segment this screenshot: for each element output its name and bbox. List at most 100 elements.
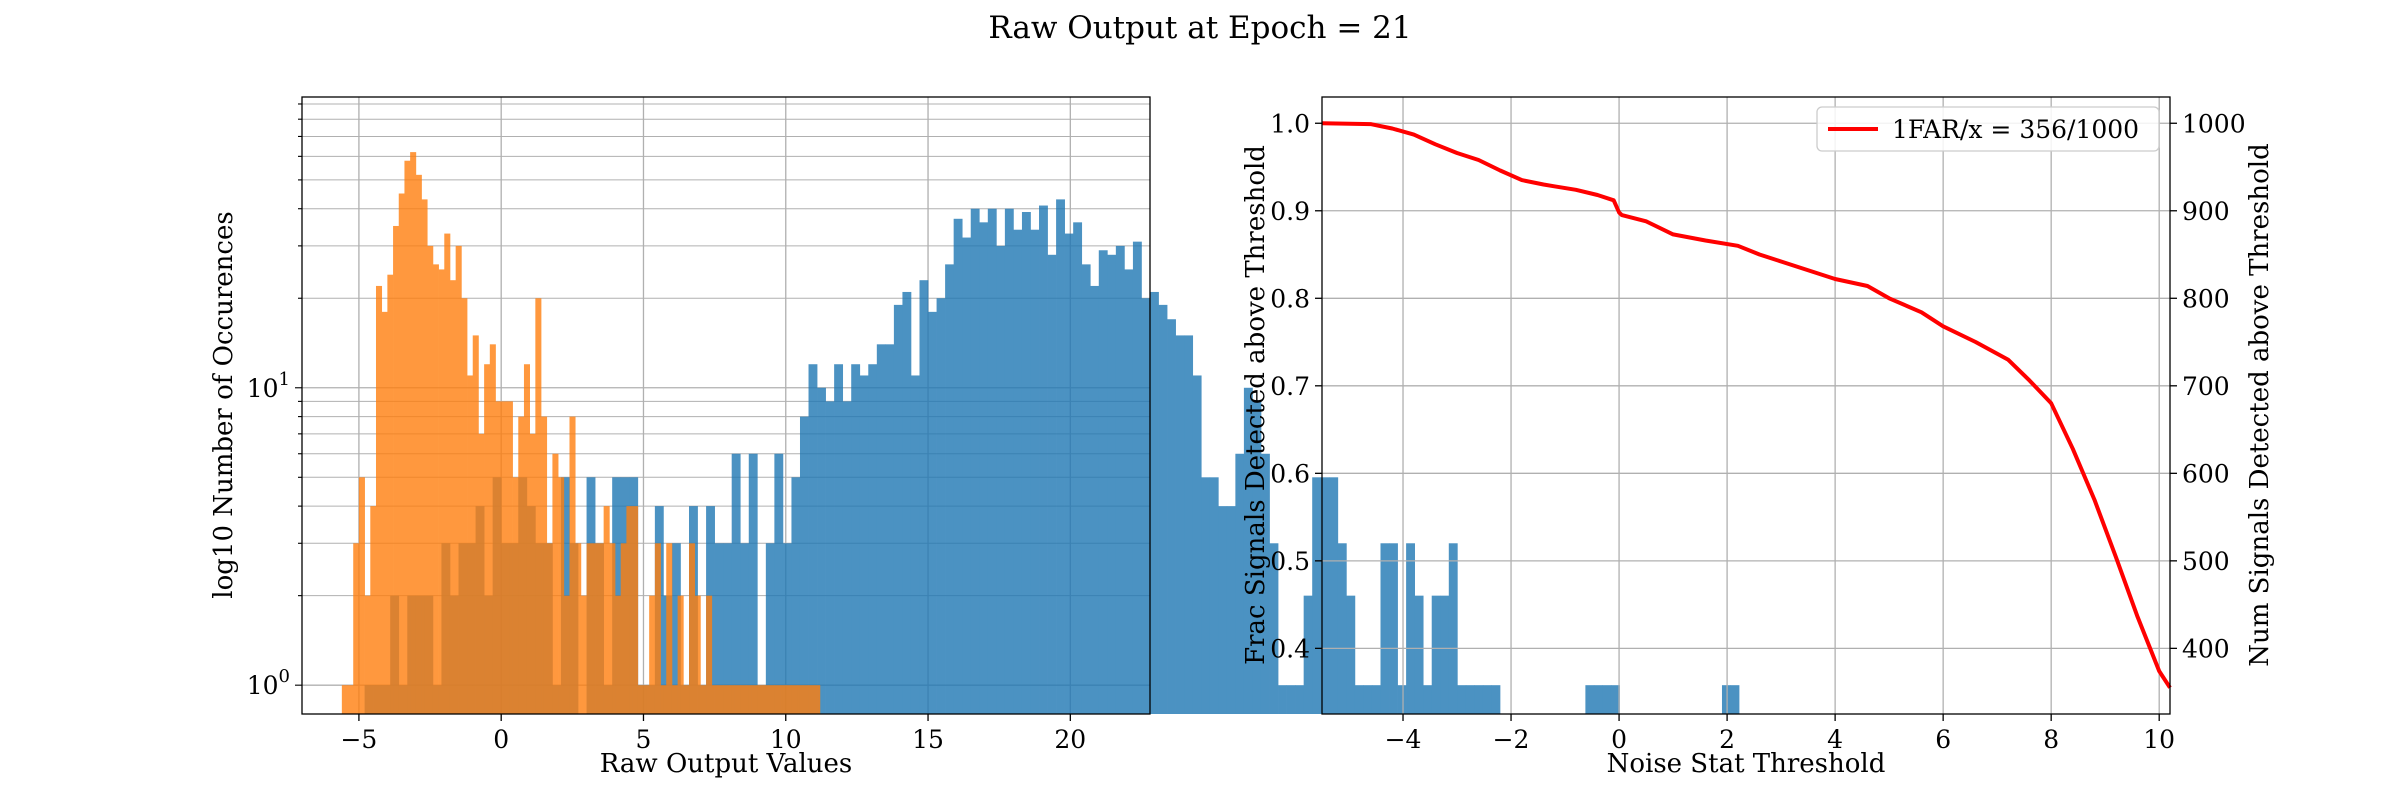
histogram-bar [1278,685,1287,714]
line-legend: 1FAR/x = 356/1000 [1816,106,2160,152]
histogram-bar [1226,506,1236,714]
histogram-bar [552,453,559,714]
line-ytick-label-right: 500 [2182,547,2230,576]
histogram-bar [1056,199,1065,714]
histogram-bar [393,225,400,715]
histogram-bar [381,311,388,714]
histogram-bar [609,543,616,714]
histogram-bar [523,364,531,714]
histogram-bar [1397,685,1407,714]
histogram-bar [1013,229,1023,714]
histogram-bar [353,543,360,714]
histogram-bar [1585,685,1595,714]
histogram-bar [683,685,690,714]
histogram-bar [723,685,730,714]
line-xtick-label: 8 [2043,725,2059,754]
histogram-bar [546,543,553,714]
histogram-bar [1312,477,1322,714]
histogram-bar [1158,304,1168,714]
histogram-bar [1371,685,1381,714]
histogram-bar [825,401,835,714]
histogram-bar [919,280,929,714]
histogram-bar [859,375,869,714]
histogram-bar [1260,453,1270,714]
histogram-bar [410,152,417,715]
line-ytick-label-left: 0.9 [1270,197,1310,226]
histogram-bar [1201,477,1211,714]
histogram-bar [432,264,439,714]
histogram-bar [467,375,474,714]
histogram-bar [632,506,639,714]
histogram-bar [808,685,815,714]
histogram-bar [1184,335,1194,714]
histogram-bar [444,233,451,714]
histogram-bar [1235,453,1245,714]
histogram-bar [731,453,741,714]
histogram-bar [834,364,844,714]
histogram-bar [438,269,445,714]
histogram-bar [666,543,673,714]
histogram-bar [1440,595,1450,714]
histogram-bar [637,685,644,714]
histogram-bar [1354,685,1364,714]
histogram-bar [780,685,787,714]
histogram-bar [427,245,434,714]
histogram-bar [455,245,462,714]
histogram-bar [592,543,599,714]
histogram-xtick-label: 10 [770,725,802,754]
histogram-bar [478,433,485,714]
histogram-bar [535,298,542,714]
histogram-bar [643,685,650,714]
histogram-bar [1303,595,1313,714]
histogram-bar [774,453,784,714]
histogram-bar [586,543,593,714]
histogram-bar [1380,543,1390,714]
histogram-bar [723,543,733,714]
histogram-bar [910,375,920,714]
histogram-bar [558,477,565,714]
histogram-bar [987,208,997,714]
histogram-bar [620,543,627,714]
histogram-bar [404,160,411,714]
histogram-bar [1286,685,1296,714]
histogram-bar [1107,254,1117,715]
histogram-bar [660,685,667,714]
histogram-bar [358,477,365,714]
histogram-bar [1414,595,1424,714]
line-legend-label: 1FAR/x = 356/1000 [1892,115,2139,144]
histogram-ylabel: log10 Number of Occurences [209,211,239,598]
histogram-bar [472,335,479,714]
histogram-bar [1474,685,1484,714]
histogram-bar [714,543,724,714]
line-panel: Noise Stat Threshold Frac Signals Detect… [1241,96,2275,779]
histogram-bar [782,543,792,714]
histogram-bar [1039,205,1048,714]
histogram-bar [936,298,946,714]
histogram-bar [615,595,622,714]
histogram-bar [501,401,508,714]
histogram-ytick-label: 101 [247,369,290,403]
histogram-bar [996,245,1006,714]
histogram-bar [1346,595,1356,714]
histogram-bar [1610,685,1620,714]
histogram-bar [529,433,536,714]
histogram-bar [774,685,781,714]
line-ytick-label-right: 1000 [2182,109,2246,138]
histogram-bar [484,364,491,714]
histogram-bar [706,595,713,714]
histogram-bar [1141,298,1151,714]
histogram-bar [597,543,604,714]
line-xtick-label: 10 [2143,725,2175,754]
histogram-bar [569,416,576,714]
line-ytick-label-left: 0.8 [1270,284,1310,313]
line-xtick-label: −2 [1493,725,1530,754]
histogram-bar [1465,685,1475,714]
histogram-bar [1090,285,1100,714]
histogram-bar [449,280,457,714]
histogram-bar [762,685,770,714]
histogram-bar [1209,477,1219,714]
histogram-bar [1593,685,1603,714]
histogram-bar [1004,208,1014,714]
histogram-bar [1457,685,1467,714]
histogram-bar [1150,291,1159,714]
